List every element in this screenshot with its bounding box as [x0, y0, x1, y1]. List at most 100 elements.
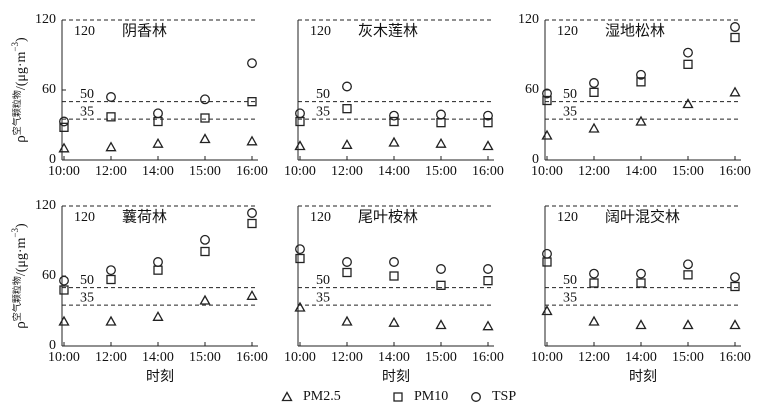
- x-tick-label: 16:00: [472, 164, 504, 179]
- x-tick-label: 16:00: [236, 164, 268, 179]
- data-point: [341, 139, 353, 149]
- y-axis-label-part: ρ: [13, 135, 29, 143]
- data-point: [152, 311, 164, 321]
- reference-label: 50: [80, 273, 94, 288]
- data-point: [105, 315, 117, 326]
- data-point: [295, 253, 305, 264]
- data-point: [59, 122, 69, 132]
- reference-label: 50: [316, 273, 330, 288]
- data-point: [106, 112, 116, 122]
- y-axis-label-part: −3: [10, 41, 20, 51]
- reference-label: 120: [74, 210, 95, 225]
- x-tick-label: 12:00: [95, 164, 127, 179]
- panel-title: 灰木莲林: [358, 22, 418, 39]
- data-point: [389, 271, 399, 281]
- data-point: [246, 290, 258, 300]
- reference-label: 35: [563, 104, 577, 119]
- reference-label: 120: [310, 24, 331, 39]
- data-point: [58, 315, 70, 326]
- data-point: [482, 140, 494, 151]
- data-point: [635, 115, 647, 126]
- reference-label: 35: [316, 290, 330, 305]
- data-point: [589, 278, 599, 288]
- data-point: [247, 97, 257, 107]
- reference-label: 50: [563, 87, 577, 102]
- reference-label: 35: [80, 290, 94, 305]
- y-axis-label-part: ρ: [13, 321, 29, 329]
- data-point: [106, 274, 116, 285]
- x-tick-label: 14:00: [142, 350, 174, 365]
- data-point: [247, 208, 257, 218]
- data-point: [247, 58, 257, 69]
- panel-title: 阴香林: [122, 22, 167, 39]
- data-point: [541, 305, 553, 316]
- reference-label: 35: [316, 104, 330, 119]
- data-point: [152, 137, 164, 148]
- data-point: [683, 59, 693, 69]
- data-point: [542, 257, 552, 267]
- data-point: [200, 113, 210, 123]
- y-tick-label: 0: [49, 338, 56, 353]
- data-point: [636, 69, 646, 80]
- x-tick-label: 15:00: [189, 350, 221, 365]
- data-point: [59, 116, 69, 127]
- x-tick-label: 10:00: [531, 350, 563, 365]
- y-axis-label: ρ空气颗粒物/(μg·m−3): [10, 37, 29, 143]
- data-point: [342, 81, 352, 92]
- x-tick-label: 14:00: [142, 164, 174, 179]
- legend-marker: [393, 392, 403, 402]
- data-point: [294, 301, 306, 312]
- x-tick-label: 14:00: [625, 350, 657, 365]
- data-point: [729, 86, 741, 97]
- x-tick-label: 16:00: [236, 350, 268, 365]
- data-point: [246, 135, 258, 146]
- data-point: [730, 272, 740, 283]
- y-axis-label-part: 空气颗粒物: [11, 90, 22, 135]
- data-point: [542, 248, 552, 259]
- legend-marker: [281, 391, 293, 402]
- data-point: [389, 116, 399, 127]
- data-point: [200, 94, 210, 105]
- data-point: [342, 257, 352, 267]
- data-point: [436, 118, 446, 128]
- x-axis-label: 时刻: [382, 369, 410, 385]
- data-point: [199, 294, 211, 305]
- data-point: [589, 268, 599, 279]
- x-tick-label: 15:00: [425, 164, 457, 179]
- y-axis-label-part: 空气颗粒物: [11, 276, 22, 321]
- data-point: [436, 280, 446, 290]
- data-point: [636, 268, 646, 279]
- data-point: [388, 136, 400, 147]
- x-tick-label: 16:00: [719, 164, 751, 179]
- y-tick-label: 120: [35, 198, 56, 213]
- x-tick-label: 15:00: [672, 164, 704, 179]
- y-tick-label: 0: [532, 152, 539, 167]
- data-point: [589, 78, 599, 88]
- reference-label: 120: [310, 210, 331, 225]
- x-tick-label: 15:00: [672, 350, 704, 365]
- x-axis-label: 时刻: [146, 369, 174, 385]
- x-tick-label: 12:00: [95, 350, 127, 365]
- x-tick-label: 10:00: [284, 350, 316, 365]
- data-point: [247, 218, 257, 229]
- data-point: [295, 244, 305, 255]
- y-axis-label-part: −3: [10, 227, 20, 237]
- data-point: [482, 320, 494, 331]
- reference-label: 120: [557, 24, 578, 39]
- data-point: [153, 257, 163, 267]
- data-point: [682, 98, 694, 109]
- data-point: [341, 315, 353, 326]
- panel-title: 阔叶混交林: [605, 207, 680, 225]
- y-tick-label: 60: [42, 82, 56, 97]
- data-point: [342, 267, 352, 278]
- data-point: [436, 264, 446, 274]
- reference-label: 35: [80, 104, 94, 119]
- data-point: [683, 270, 693, 280]
- data-point: [153, 108, 163, 119]
- x-tick-label: 12:00: [578, 350, 610, 365]
- x-tick-label: 14:00: [625, 164, 657, 179]
- legend-label: PM10: [414, 389, 448, 404]
- data-point: [483, 276, 493, 286]
- panel-title: 尾叶桉林: [358, 208, 418, 225]
